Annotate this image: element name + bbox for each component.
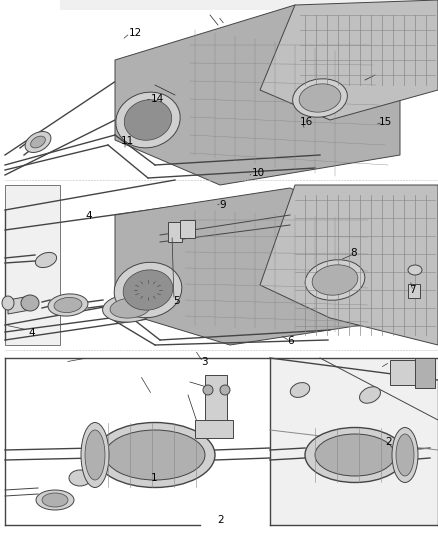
Ellipse shape xyxy=(81,423,109,488)
Ellipse shape xyxy=(116,92,180,148)
Text: 1: 1 xyxy=(151,473,158,483)
Bar xyxy=(205,375,227,425)
Bar xyxy=(195,420,233,438)
Text: 4: 4 xyxy=(85,211,92,221)
Ellipse shape xyxy=(102,294,157,322)
Ellipse shape xyxy=(360,387,381,403)
Polygon shape xyxy=(115,188,395,345)
Polygon shape xyxy=(8,296,30,314)
Ellipse shape xyxy=(114,262,182,318)
Ellipse shape xyxy=(110,298,150,318)
Polygon shape xyxy=(5,185,60,345)
Bar xyxy=(168,222,182,242)
Ellipse shape xyxy=(299,84,341,112)
Ellipse shape xyxy=(123,270,173,310)
Ellipse shape xyxy=(25,132,51,152)
Ellipse shape xyxy=(21,295,39,311)
Text: 2: 2 xyxy=(217,515,223,524)
Text: 12: 12 xyxy=(129,28,142,38)
Text: 15: 15 xyxy=(379,117,392,126)
Polygon shape xyxy=(115,5,400,185)
Text: 9: 9 xyxy=(219,200,226,210)
Text: 6: 6 xyxy=(287,336,293,346)
Ellipse shape xyxy=(36,490,74,510)
Ellipse shape xyxy=(54,297,82,312)
Ellipse shape xyxy=(315,434,395,476)
Bar xyxy=(390,360,420,385)
Polygon shape xyxy=(260,0,438,120)
Ellipse shape xyxy=(293,79,347,117)
Ellipse shape xyxy=(85,430,105,480)
Text: 5: 5 xyxy=(173,296,180,306)
Ellipse shape xyxy=(396,434,414,476)
Text: 16: 16 xyxy=(300,117,313,126)
Ellipse shape xyxy=(305,260,365,300)
Bar xyxy=(180,220,195,238)
Ellipse shape xyxy=(408,265,422,275)
Text: 8: 8 xyxy=(350,248,357,258)
Text: 10: 10 xyxy=(252,168,265,178)
Text: 14: 14 xyxy=(151,94,164,103)
Text: 3: 3 xyxy=(201,358,208,367)
Ellipse shape xyxy=(95,423,215,488)
Ellipse shape xyxy=(105,430,205,480)
Ellipse shape xyxy=(31,136,46,148)
Ellipse shape xyxy=(124,100,172,140)
Ellipse shape xyxy=(48,294,88,316)
Ellipse shape xyxy=(305,427,405,482)
Polygon shape xyxy=(260,185,438,345)
Circle shape xyxy=(203,385,213,395)
Bar xyxy=(408,284,420,298)
Bar xyxy=(415,358,435,388)
Ellipse shape xyxy=(392,427,418,482)
Ellipse shape xyxy=(42,493,68,507)
Text: 11: 11 xyxy=(120,136,134,146)
Ellipse shape xyxy=(290,383,310,398)
Ellipse shape xyxy=(35,253,57,268)
Ellipse shape xyxy=(2,296,14,310)
Circle shape xyxy=(220,385,230,395)
Polygon shape xyxy=(60,0,438,10)
Polygon shape xyxy=(270,358,438,525)
Ellipse shape xyxy=(69,470,91,486)
Text: 7: 7 xyxy=(410,286,416,295)
Ellipse shape xyxy=(312,265,358,295)
Text: 2: 2 xyxy=(385,438,392,447)
Text: 4: 4 xyxy=(28,328,35,338)
